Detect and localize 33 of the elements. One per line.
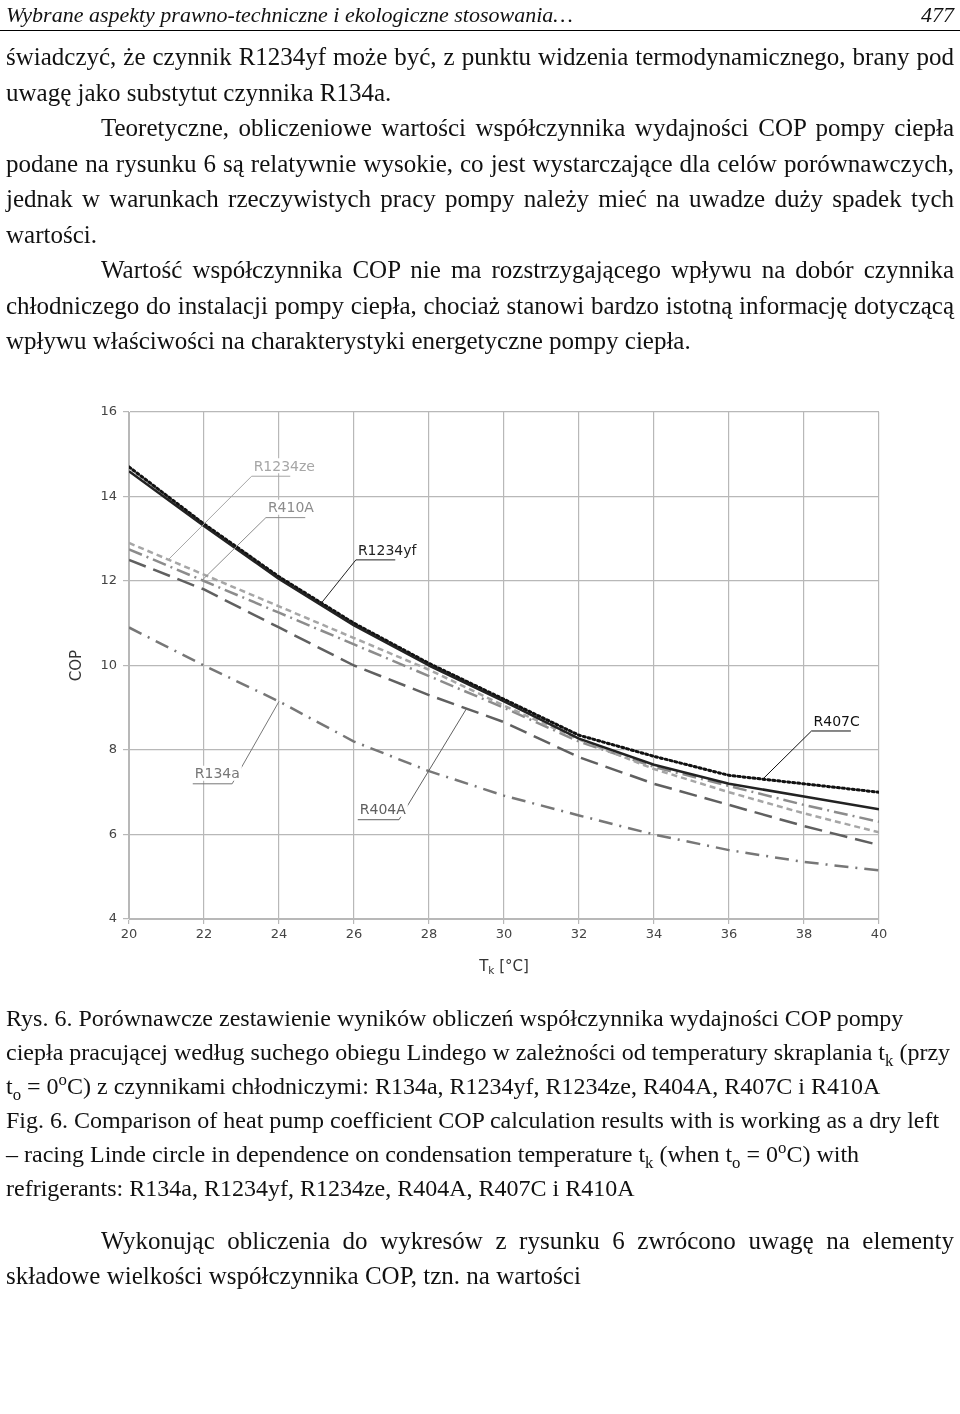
text: Wykonując obliczenia do wykresów z rysunku 6 zwrócono uwagę na elementy składowe wielkości współczynnika COP, tzn. na wartości: [6, 1225, 954, 1291]
y-tick-label: 10: [100, 656, 117, 672]
text: R410A: [267, 498, 315, 515]
x-tick-label: 20: [120, 925, 138, 941]
y-tick-label: 4: [108, 909, 117, 925]
y-tick-label: 6: [108, 825, 117, 841]
text: R404A: [359, 800, 407, 817]
text: R134a: [194, 764, 240, 781]
text: Teoretyczne, obliczeniowe wartości współczynnika wydajności COP pompy ciepła podane na rysunku 6 są relatywnie wysokie, co jest wystarczające dla celów porównawczych, jednak w warunkach rzeczywistych pracy pompy należy mieć na uwadze duży spadek tych wartości.: [6, 113, 954, 250]
x-tick-label: 32: [570, 925, 588, 941]
x-tick-label: 36: [720, 925, 738, 941]
y-tick-label: 8: [108, 740, 117, 756]
x-tick-label: 30: [495, 925, 513, 941]
text: R1234ze: [253, 457, 315, 474]
text: R1234yf: [357, 541, 418, 558]
x-tick-label: 22: [195, 925, 213, 941]
y-tick-label: 14: [100, 487, 117, 503]
text: Wartość współczynnika COP nie ma rozstrzygającego wpływu na dobór czynnika chłodniczego do instalacji pompy ciepła, chociaż stanowi bardzo istotną informację dotyczącą wpływu właściwości na charakterystyki energetyczne pompy ciepła.: [6, 255, 954, 356]
text: R407C: [813, 712, 860, 729]
text: Wybrane aspekty prawno-techniczne i ekologiczne stosowania…: [6, 2, 573, 28]
x-tick-label: 28: [420, 925, 438, 941]
text: Fig. 6. Comparison of heat pump coefficient COP calculation results with is working as a dry left – racing Linde circle in dependence on condensation temperature t$_{k}$ (when t$_{o}$ = 0$^{o}$C) with refrigerants: R134a, R1234yf, R1234ze, R404A, R407C i R410A: [6, 1106, 940, 1201]
y-tick-label: 16: [100, 402, 117, 418]
y-tick-label: 12: [100, 571, 117, 587]
x-tick-label: 34: [645, 925, 663, 941]
y-axis-title: COP: [66, 649, 85, 681]
x-tick-label: 38: [795, 925, 813, 941]
text: Rys. 6. Porównawcze zestawienie wyników obliczeń współczynnika wydajności COP pompy ciepła pracującej według suchego obiegu Lindego w zależności od temperatury skraplania t$_{k}$ (przy t$_{o}$ = 0$^{o}$C) z czynnikami chłodniczymi: R134a, R1234yf, R1234ze, R404A, R407C i R410A: [6, 1004, 951, 1104]
x-tick-label: 26: [345, 925, 363, 941]
text: świadczyć, że czynnik R1234yf może być, z punktu widzenia termodynamicznego, brany pod uwagę jako substytut czynnika R134a.: [6, 42, 954, 108]
text: 477: [921, 2, 954, 28]
x-tick-label: 24: [270, 925, 288, 941]
x-tick-label: 40: [870, 925, 888, 941]
